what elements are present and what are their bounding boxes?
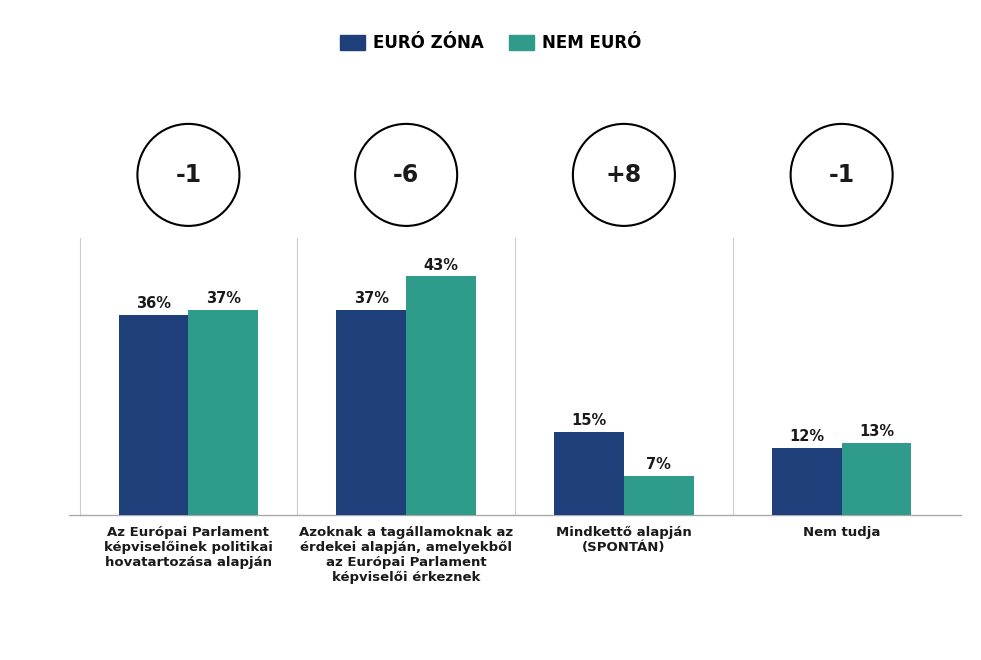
Text: +8: +8 (605, 163, 642, 187)
Bar (624, 476, 694, 515)
Bar (188, 310, 258, 515)
Bar (119, 315, 188, 515)
Text: 13%: 13% (859, 424, 894, 439)
Text: -1: -1 (829, 163, 854, 187)
Text: 37%: 37% (206, 291, 240, 306)
Text: 36%: 36% (136, 296, 171, 312)
Bar (842, 443, 911, 515)
Text: -6: -6 (393, 163, 419, 187)
Text: 15%: 15% (571, 412, 606, 428)
Legend: EURÓ ZÓNA, NEM EURÓ: EURÓ ZÓNA, NEM EURÓ (333, 27, 648, 59)
Text: 37%: 37% (354, 291, 388, 306)
Bar (406, 277, 476, 515)
Text: -1: -1 (176, 163, 201, 187)
Text: 12%: 12% (790, 430, 824, 444)
Bar (772, 448, 842, 515)
Bar (336, 310, 406, 515)
Bar (554, 432, 624, 515)
Text: 43%: 43% (424, 257, 458, 273)
Text: 7%: 7% (646, 457, 671, 472)
